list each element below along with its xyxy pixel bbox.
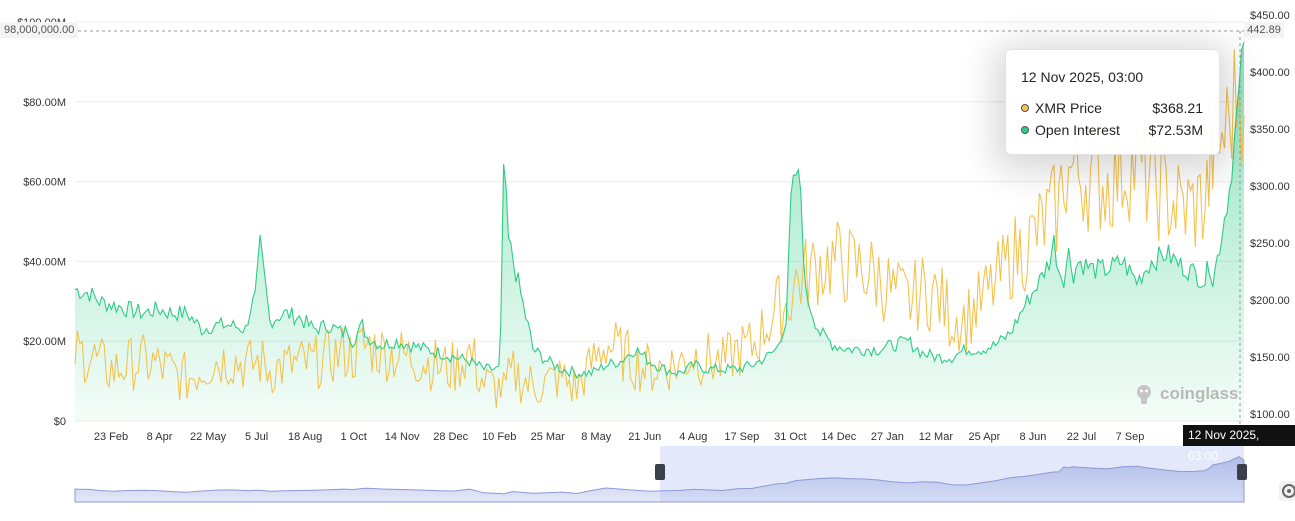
crosshair-right-value: 442.89 (1244, 22, 1284, 38)
gear-icon (1282, 484, 1295, 498)
x-tick-label: 12 Mar (919, 431, 954, 443)
y-left-tick-label: $20.00M (23, 336, 66, 348)
chart-tooltip: 12 Nov 2025, 03:00 XMR Price $368.21 Ope… (1005, 49, 1220, 155)
y-left-tick-label: $0 (54, 416, 66, 428)
x-tick-label: 18 Aug (288, 431, 322, 443)
x-tick-label: 22 May (190, 431, 227, 443)
tooltip-value: $72.53M (1148, 122, 1203, 138)
crosshair-left-value: 98,000,000.00 (0, 22, 79, 38)
range-navigator[interactable] (74, 446, 1247, 503)
tooltip-title: 12 Nov 2025, 03:00 (1021, 69, 1144, 85)
x-tick-label: 8 Jun (1019, 431, 1046, 443)
x-tick-label: 27 Jan (871, 431, 904, 443)
navigator-right-handle (1237, 464, 1247, 480)
crosshair-date: 12 Nov 2025, 03:00 (1183, 425, 1295, 463)
open-interest-dot-icon (1021, 126, 1029, 134)
y-right-tick-label: $100.00 (1250, 409, 1290, 421)
y-left-tick-label: $40.00M (23, 256, 66, 268)
plot-area (74, 41, 1245, 421)
y-left-tick-label: $60.00M (23, 177, 66, 189)
watermark-text: coinglass (1160, 384, 1239, 403)
x-tick-label: 14 Dec (821, 431, 856, 443)
x-tick-label: 14 Nov (385, 431, 420, 443)
x-tick-label: 25 Mar (531, 431, 566, 443)
x-tick-label: 5 Jul (245, 431, 268, 443)
navigator-left-handle (655, 464, 665, 480)
y-right-tick-label: $350.00 (1250, 124, 1290, 136)
tooltip-row-price: XMR Price $368.21 (1021, 97, 1203, 119)
open-interest-area (75, 42, 1244, 421)
x-axis: 23 Feb 8 Apr 22 May 5 Jul 18 Aug 1 Oct 14 Nov 2… (94, 431, 1145, 443)
coinglass-logo-icon (1137, 385, 1151, 404)
right-y-axis: $100.00 $150.00 $200.00 $250.00 $300.00 $350.… (1250, 10, 1290, 421)
y-right-tick-label: $300.00 (1250, 181, 1290, 193)
x-tick-label: 17 Sep (724, 431, 759, 443)
price-dot-icon (1021, 104, 1029, 112)
y-right-tick-label: $250.00 (1250, 238, 1290, 250)
tooltip-row-oi: Open Interest $72.53M (1021, 119, 1203, 141)
x-tick-label: 31 Oct (774, 431, 806, 443)
x-tick-label: 7 Sep (1116, 431, 1145, 443)
y-left-tick-label: $80.00M (23, 97, 66, 109)
x-tick-label: 21 Jun (628, 431, 661, 443)
x-tick-label: 28 Dec (433, 431, 468, 443)
xmr-price-line (74, 49, 1245, 409)
x-tick-label: 25 Apr (969, 431, 1001, 443)
y-right-tick-label: $450.00 (1250, 10, 1290, 22)
y-right-tick-label: $150.00 (1250, 352, 1290, 364)
x-tick-label: 22 Jul (1067, 431, 1096, 443)
x-tick-label: 8 Apr (147, 431, 173, 443)
x-tick-label: 23 Feb (94, 431, 128, 443)
x-tick-label: 1 Oct (340, 431, 366, 443)
tooltip-label: XMR Price (1035, 100, 1102, 116)
y-right-tick-label: $400.00 (1250, 67, 1290, 79)
x-tick-label: 4 Aug (679, 431, 707, 443)
watermark: coinglass (1133, 383, 1238, 405)
tooltip-value: $368.21 (1152, 100, 1203, 116)
navigator-series (74, 456, 1245, 503)
tooltip-label: Open Interest (1035, 122, 1120, 138)
x-tick-label: 8 May (581, 431, 611, 443)
y-right-tick-label: $200.00 (1250, 295, 1290, 307)
open-interest-line (74, 41, 1245, 380)
settings-button[interactable] (1279, 481, 1295, 501)
left-y-axis: $0$20.00M$40.00M$60.00M$80.00M$100.00M (17, 17, 66, 428)
x-tick-label: 10 Feb (482, 431, 516, 443)
